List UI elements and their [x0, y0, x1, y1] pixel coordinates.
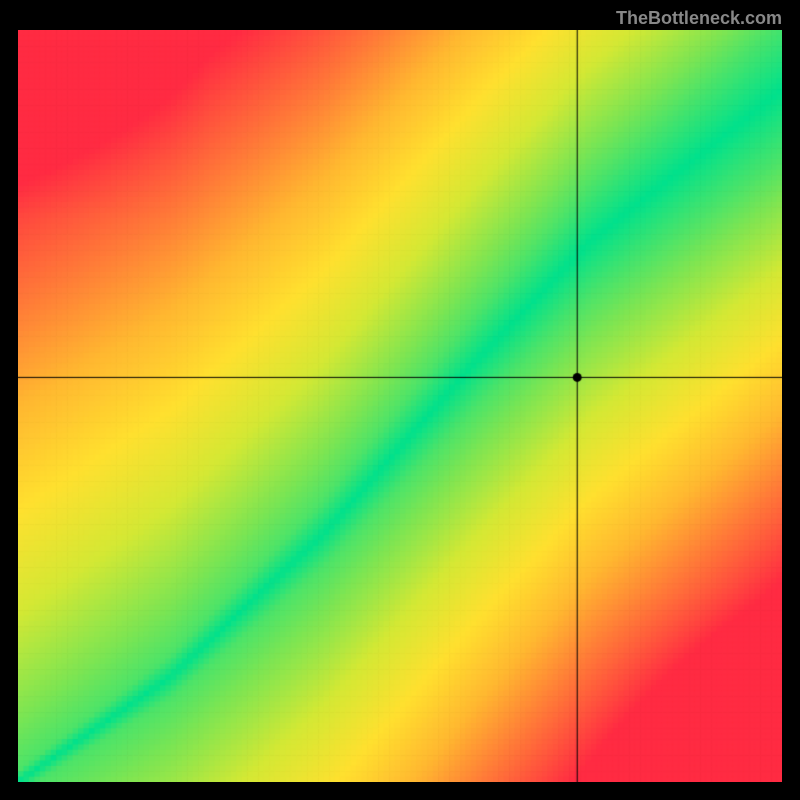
- watermark-text: TheBottleneck.com: [616, 8, 782, 29]
- bottleneck-heatmap: [18, 30, 782, 782]
- heatmap-canvas: [18, 30, 782, 782]
